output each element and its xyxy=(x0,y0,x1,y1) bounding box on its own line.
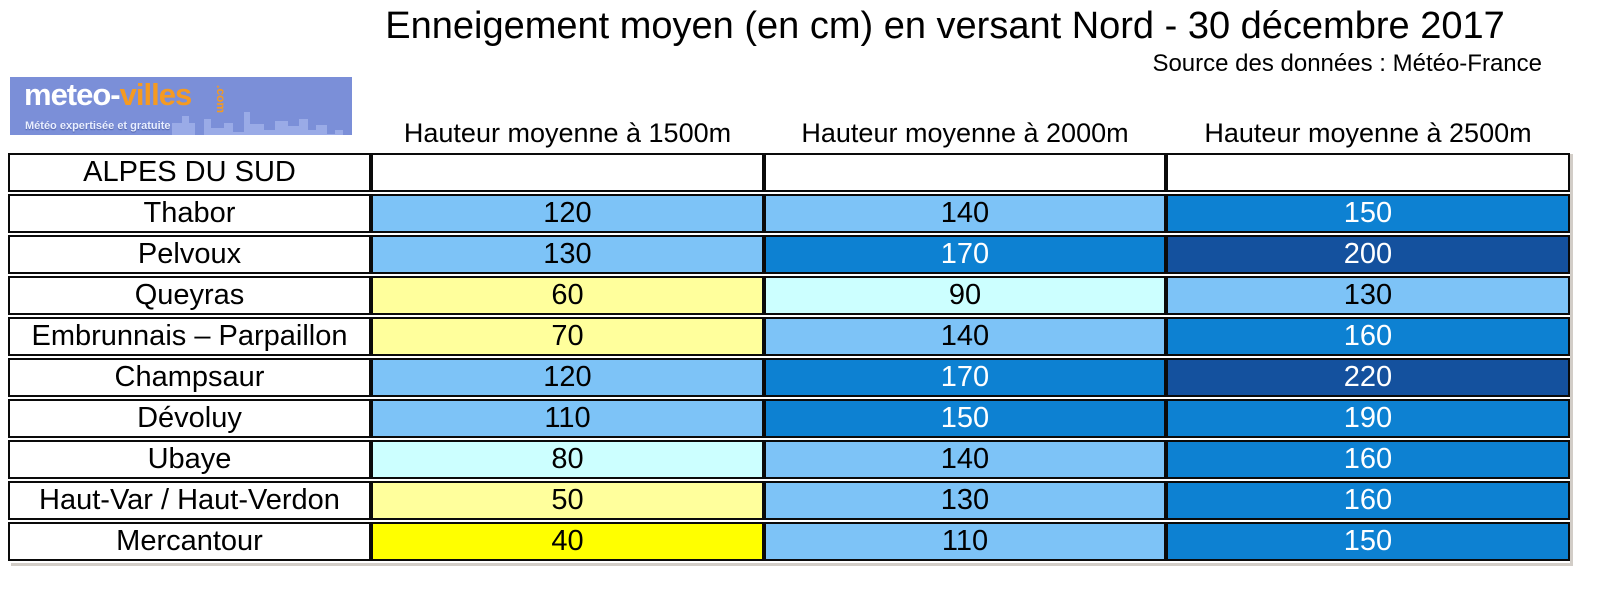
logo-tld: .com xyxy=(214,85,228,114)
table-row: Embrunnais – Parpaillon 70 140 160 xyxy=(8,317,1570,356)
value-cell: 130 xyxy=(1166,276,1570,315)
table-row: Pelvoux 130 170 200 xyxy=(8,235,1570,274)
value-cell: 70 xyxy=(371,317,764,356)
massif-name-cell: Ubaye xyxy=(8,440,371,479)
region-header-cell: ALPES DU SUD xyxy=(8,153,371,192)
table-row: Haut-Var / Haut-Verdon 50 130 160 xyxy=(8,481,1570,520)
value-cell: 90 xyxy=(764,276,1166,315)
massif-name-cell: Champsaur xyxy=(8,358,371,397)
value-cell: 80 xyxy=(371,440,764,479)
column-header: Hauteur moyenne à 2000m xyxy=(801,118,1129,148)
table-row: Champsaur 120 170 220 xyxy=(8,358,1570,397)
massif-name-cell: Dévoluy xyxy=(8,399,371,438)
value-cell: 140 xyxy=(764,194,1166,233)
source-credit: Source des données : Météo-France xyxy=(1152,50,1542,77)
value-cell: 120 xyxy=(371,358,764,397)
table-row: Ubaye 80 140 160 xyxy=(8,440,1570,479)
value-cell: 110 xyxy=(371,399,764,438)
value-cell: 150 xyxy=(764,399,1166,438)
value-cell: 160 xyxy=(1166,481,1570,520)
value-cell: 140 xyxy=(764,440,1166,479)
region-header-row: ALPES DU SUD xyxy=(8,153,1570,192)
value-cell: 120 xyxy=(371,194,764,233)
value-cell: 150 xyxy=(1166,194,1570,233)
value-cell: 150 xyxy=(1166,522,1570,561)
massif-name-cell: Embrunnais – Parpaillon xyxy=(8,317,371,356)
massif-name-cell: Mercantour xyxy=(8,522,371,561)
table-row: Mercantour 40 110 150 xyxy=(8,522,1570,561)
column-header: Hauteur moyenne à 2500m xyxy=(1204,118,1532,148)
value-cell: 130 xyxy=(764,481,1166,520)
snow-table-body: ALPES DU SUD Thabor 120 140 150 Pelvoux 130 17… xyxy=(8,153,1570,561)
logo-brand: meteo-villes xyxy=(24,77,193,112)
massif-name-cell: Pelvoux xyxy=(8,235,371,274)
value-cell: 40 xyxy=(371,522,764,561)
value-cell: 110 xyxy=(764,522,1166,561)
logo-tagline: Météo expertisée et gratuite xyxy=(25,120,171,132)
value-cell: 160 xyxy=(1166,317,1570,356)
value-cell: 60 xyxy=(371,276,764,315)
logo-brand-suffix: villes xyxy=(119,77,193,112)
value-cell: 190 xyxy=(1166,399,1570,438)
logo-brand-prefix: meteo- xyxy=(24,77,121,112)
massif-name-cell: Thabor xyxy=(8,194,371,233)
city-skyline-graphic xyxy=(172,112,352,135)
empty-cell xyxy=(1166,153,1570,192)
empty-cell xyxy=(371,153,764,192)
value-cell: 220 xyxy=(1166,358,1570,397)
value-cell: 160 xyxy=(1166,440,1570,479)
column-header: Hauteur moyenne à 1500m xyxy=(403,118,732,148)
table-row: Thabor 120 140 150 xyxy=(8,194,1570,233)
snow-table: ALPES DU SUD Thabor 120 140 150 Pelvoux 130 17… xyxy=(8,151,1570,563)
meteo-villes-logo: meteo-villes .com Météo expertisée et gr… xyxy=(10,77,352,135)
value-cell: 130 xyxy=(371,235,764,274)
page-title: Enneigement moyen (en cm) en versant Nor… xyxy=(385,5,1505,47)
column-headers: Hauteur moyenne à 1500m Hauteur moyenne à… xyxy=(371,113,1570,153)
value-cell: 170 xyxy=(764,235,1166,274)
value-cell: 200 xyxy=(1166,235,1570,274)
table-row: Dévoluy 110 150 190 xyxy=(8,399,1570,438)
table-row: Queyras 60 90 130 xyxy=(8,276,1570,315)
empty-cell xyxy=(764,153,1166,192)
massif-name-cell: Queyras xyxy=(8,276,371,315)
massif-name-cell: Haut-Var / Haut-Verdon xyxy=(8,481,371,520)
value-cell: 50 xyxy=(371,481,764,520)
value-cell: 170 xyxy=(764,358,1166,397)
value-cell: 140 xyxy=(764,317,1166,356)
